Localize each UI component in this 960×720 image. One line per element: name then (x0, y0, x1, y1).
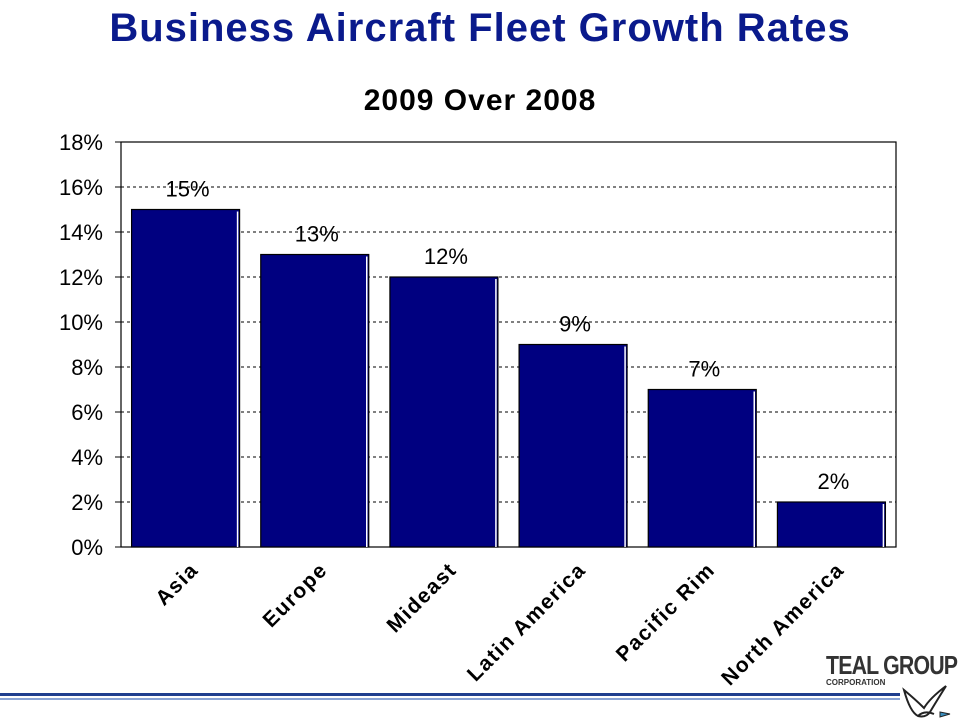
category-label: Latin America (463, 558, 591, 686)
chart-subtitle: 2009 Over 2008 (363, 84, 597, 117)
bar (518, 343, 628, 548)
plot-area (120, 141, 897, 548)
logo-subtitle: CORPORATION (826, 678, 886, 687)
bar (389, 276, 499, 548)
category-label: Mideast (382, 558, 461, 637)
bar (776, 501, 887, 548)
y-tick-label: 4% (71, 445, 103, 470)
teal-group-logo: TEAL GROUP CORPORATION (826, 650, 958, 720)
bar (260, 253, 370, 548)
y-tick-label: 2% (71, 490, 103, 515)
y-tick-label: 18% (59, 130, 103, 155)
data-label: 12% (424, 244, 468, 269)
logo-name: TEAL GROUP (826, 650, 958, 680)
data-label: 15% (166, 177, 210, 202)
y-tick-label: 0% (71, 535, 103, 560)
bird-icon (902, 685, 951, 718)
y-tick-label: 14% (59, 220, 103, 245)
footer-rule (0, 693, 900, 696)
chart-title: Business Aircraft Fleet Growth Rates (109, 6, 851, 50)
y-tick-label: 10% (59, 310, 103, 335)
category-label: Pacific Rim (612, 558, 720, 666)
data-label: 7% (688, 357, 720, 382)
y-tick-label: 12% (59, 265, 103, 290)
bar (647, 388, 757, 548)
footer-rule-light (0, 698, 900, 700)
data-label: 2% (818, 469, 850, 494)
bar (130, 208, 241, 548)
category-label: Asia (151, 558, 203, 610)
y-tick-label: 6% (71, 400, 103, 425)
bar-chart: 0% 2% 4% 6% 8% 10% 12% 14% 16% 18% 15% Asia 13% Europ… (59, 130, 897, 690)
y-tick-label: 16% (59, 175, 103, 200)
data-label: 13% (295, 222, 339, 247)
y-tick-label: 8% (71, 355, 103, 380)
data-label: 9% (559, 312, 591, 337)
category-label: Europe (259, 558, 333, 632)
